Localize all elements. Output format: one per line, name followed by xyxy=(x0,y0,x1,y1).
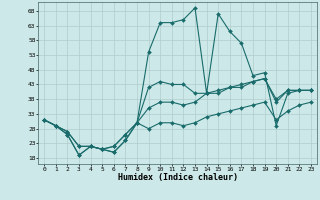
X-axis label: Humidex (Indice chaleur): Humidex (Indice chaleur) xyxy=(118,173,238,182)
